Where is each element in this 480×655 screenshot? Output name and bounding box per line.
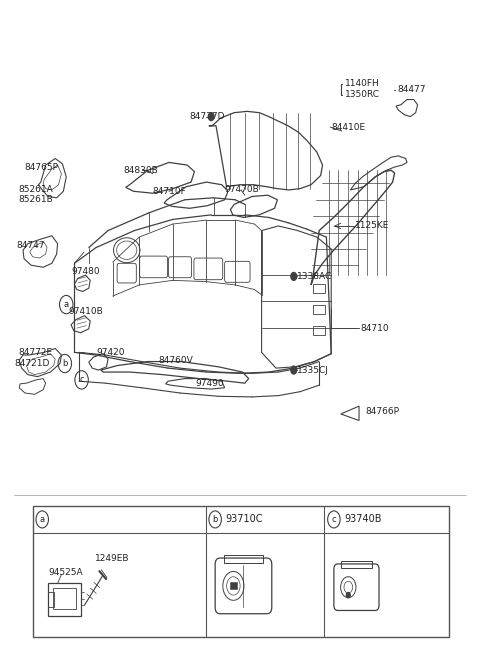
Text: 1125KE: 1125KE (355, 221, 390, 231)
Text: 93710C: 93710C (226, 514, 263, 525)
Text: 84777D: 84777D (190, 112, 225, 121)
Text: a: a (64, 300, 69, 309)
Circle shape (291, 366, 297, 374)
Text: 97410B: 97410B (68, 307, 103, 316)
Text: 84830B: 84830B (124, 166, 158, 175)
Bar (313, 284, 325, 293)
Text: 97470B: 97470B (225, 185, 259, 195)
Text: b: b (213, 515, 218, 524)
Text: 84747: 84747 (17, 241, 45, 250)
Text: a: a (40, 515, 45, 524)
Text: 84766P: 84766P (366, 407, 400, 416)
Text: c: c (79, 375, 84, 384)
Text: 84765P: 84765P (24, 162, 58, 172)
Text: 84477: 84477 (397, 85, 426, 94)
Text: 84760V: 84760V (158, 356, 193, 365)
Text: 84721D: 84721D (14, 359, 50, 368)
Text: 97420: 97420 (96, 348, 124, 357)
Text: 84710F: 84710F (153, 187, 186, 196)
Bar (53, 588, 76, 609)
Bar (224, 555, 263, 563)
Text: 1249EB: 1249EB (95, 553, 130, 563)
Text: 84410E: 84410E (331, 122, 365, 132)
Text: 85261A: 85261A (18, 185, 53, 195)
Bar (48, 592, 54, 607)
Text: 1335CJ: 1335CJ (297, 365, 328, 375)
Text: 97480: 97480 (71, 267, 100, 276)
Bar (313, 326, 325, 335)
Bar (313, 305, 325, 314)
Text: 1350RC: 1350RC (345, 90, 380, 100)
Text: 94525A: 94525A (48, 568, 83, 577)
Circle shape (208, 113, 214, 121)
Text: 84772E: 84772E (18, 348, 52, 357)
Text: 1140FH: 1140FH (345, 79, 379, 88)
Text: 93740B: 93740B (345, 514, 382, 525)
Text: c: c (332, 515, 336, 524)
Bar (229, 582, 237, 588)
Text: 85261B: 85261B (18, 195, 53, 204)
Bar (341, 561, 372, 568)
Circle shape (291, 272, 297, 280)
Bar (33, 506, 449, 637)
Text: b: b (62, 359, 68, 368)
Text: 1338AC: 1338AC (297, 272, 332, 281)
Text: 97490: 97490 (196, 379, 225, 388)
Text: 84710: 84710 (360, 324, 389, 333)
Circle shape (347, 593, 350, 598)
